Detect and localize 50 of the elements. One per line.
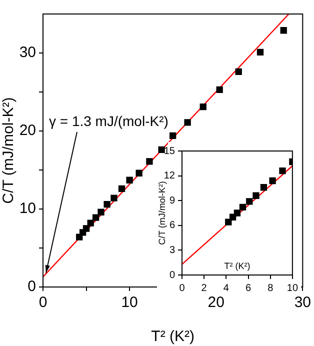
x-tick-label: 10 <box>286 282 298 294</box>
y-tick-label: 0 <box>169 270 176 281</box>
y-tick-label: 30 <box>19 44 36 62</box>
x-tick-label: 30 <box>294 294 311 312</box>
x-tick-label: 2 <box>201 282 208 294</box>
y-tick-label: 10 <box>19 200 36 218</box>
y-tick-label: 15 <box>164 146 176 157</box>
y-axis-title: C/T (mJ/mol-K²) <box>156 181 167 245</box>
x-tick-label: 20 <box>208 294 224 312</box>
point <box>136 170 142 176</box>
y-tick-label: 3 <box>169 244 176 256</box>
point <box>170 132 176 140</box>
y-tick-label: 20 <box>19 122 36 140</box>
x-tick-label: 8 <box>268 282 274 294</box>
y-axis-title: C/T (mJ/mol-K²) <box>0 97 18 204</box>
x-tick-label: 6 <box>245 282 252 294</box>
point <box>118 185 126 192</box>
point <box>269 177 276 184</box>
x-tick-label: 0 <box>38 294 48 312</box>
point <box>146 158 153 165</box>
x-axis-title: T² (K²) <box>224 260 250 271</box>
point <box>110 194 118 202</box>
x-tick-label: 4 <box>223 282 230 294</box>
point <box>92 214 100 221</box>
point <box>104 200 110 208</box>
point <box>126 176 133 184</box>
point <box>216 86 223 93</box>
point <box>158 146 165 154</box>
point <box>280 27 287 34</box>
point <box>252 192 260 199</box>
point <box>235 68 242 76</box>
x-tick-label: 0 <box>179 282 186 294</box>
x-axis-title: T² (K²) <box>151 328 194 346</box>
y-tick-label: 9 <box>169 195 176 206</box>
x-tick-label: 10 <box>121 294 138 312</box>
point <box>260 184 268 191</box>
y-tick-label: 6 <box>169 220 176 232</box>
point <box>234 210 241 216</box>
point <box>82 225 90 232</box>
point <box>279 168 286 174</box>
point <box>246 198 253 205</box>
point <box>239 204 246 211</box>
point <box>225 218 232 226</box>
point <box>256 48 264 56</box>
point <box>200 103 206 110</box>
annotation: γ = 1.3 mJ/(mol-K²) <box>49 113 168 129</box>
point <box>98 208 104 216</box>
y-tick-label: 12 <box>164 170 176 182</box>
point <box>87 220 94 226</box>
point <box>184 119 191 126</box>
